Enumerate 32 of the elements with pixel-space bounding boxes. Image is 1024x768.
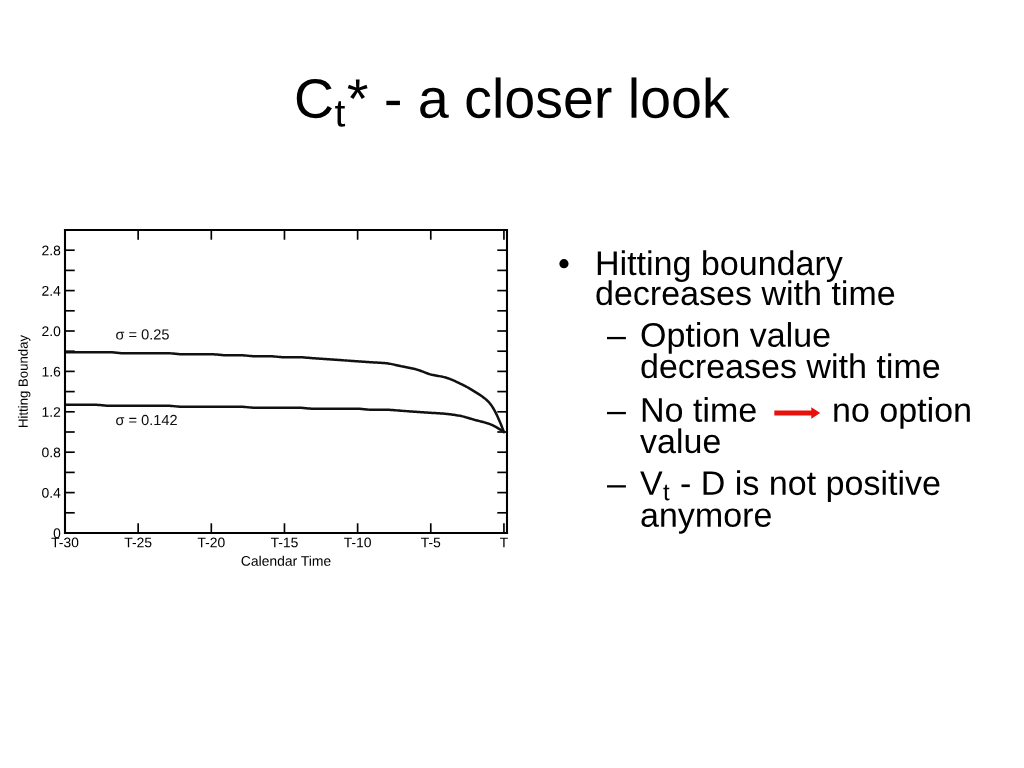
series-label: σ = 0.25 bbox=[116, 329, 169, 340]
x-tick-label: T-5 bbox=[421, 537, 441, 548]
text: – bbox=[607, 411, 626, 415]
y-tick-label: 2.4 bbox=[42, 285, 61, 296]
text: – bbox=[607, 336, 626, 340]
x-tick-label: T-20 bbox=[197, 537, 225, 548]
x-tick-label: T-30 bbox=[51, 537, 79, 548]
text: value bbox=[640, 428, 720, 454]
text: • bbox=[559, 259, 569, 269]
text: No time bbox=[642, 397, 756, 423]
text: Hitting boundary bbox=[597, 250, 843, 283]
y-tick-label: 1.6 bbox=[42, 366, 61, 377]
x-tick-label: T-25 bbox=[124, 537, 152, 548]
text: no option bbox=[834, 397, 970, 429]
series-label: σ = 0.142 bbox=[116, 414, 177, 426]
x-tick-label: T-15 bbox=[270, 537, 298, 548]
x-tick-label: T-10 bbox=[344, 537, 371, 548]
chart-title: C$_{t}$* - a closer look bbox=[296, 77, 730, 127]
text: Option value bbox=[641, 322, 830, 354]
text: anymore bbox=[641, 508, 771, 534]
text: decreases with time bbox=[641, 353, 940, 379]
y-tick-label: 0.8 bbox=[42, 447, 61, 458]
y-axis-title: Hitting Bounday bbox=[18, 334, 31, 427]
y-tick-label: 1.2 bbox=[42, 407, 61, 417]
y-tick-label: 2.0 bbox=[42, 326, 61, 337]
text: – bbox=[607, 485, 626, 488]
text: V$_{t}$ - D is not positive bbox=[640, 470, 940, 502]
y-tick-label: 0.4 bbox=[42, 487, 61, 498]
y-tick-label: 2.8 bbox=[42, 245, 61, 256]
y-tick-label: 0 bbox=[53, 528, 61, 539]
x-tick-label: T bbox=[500, 537, 508, 548]
x-axis-title: Calendar Time bbox=[241, 555, 331, 566]
